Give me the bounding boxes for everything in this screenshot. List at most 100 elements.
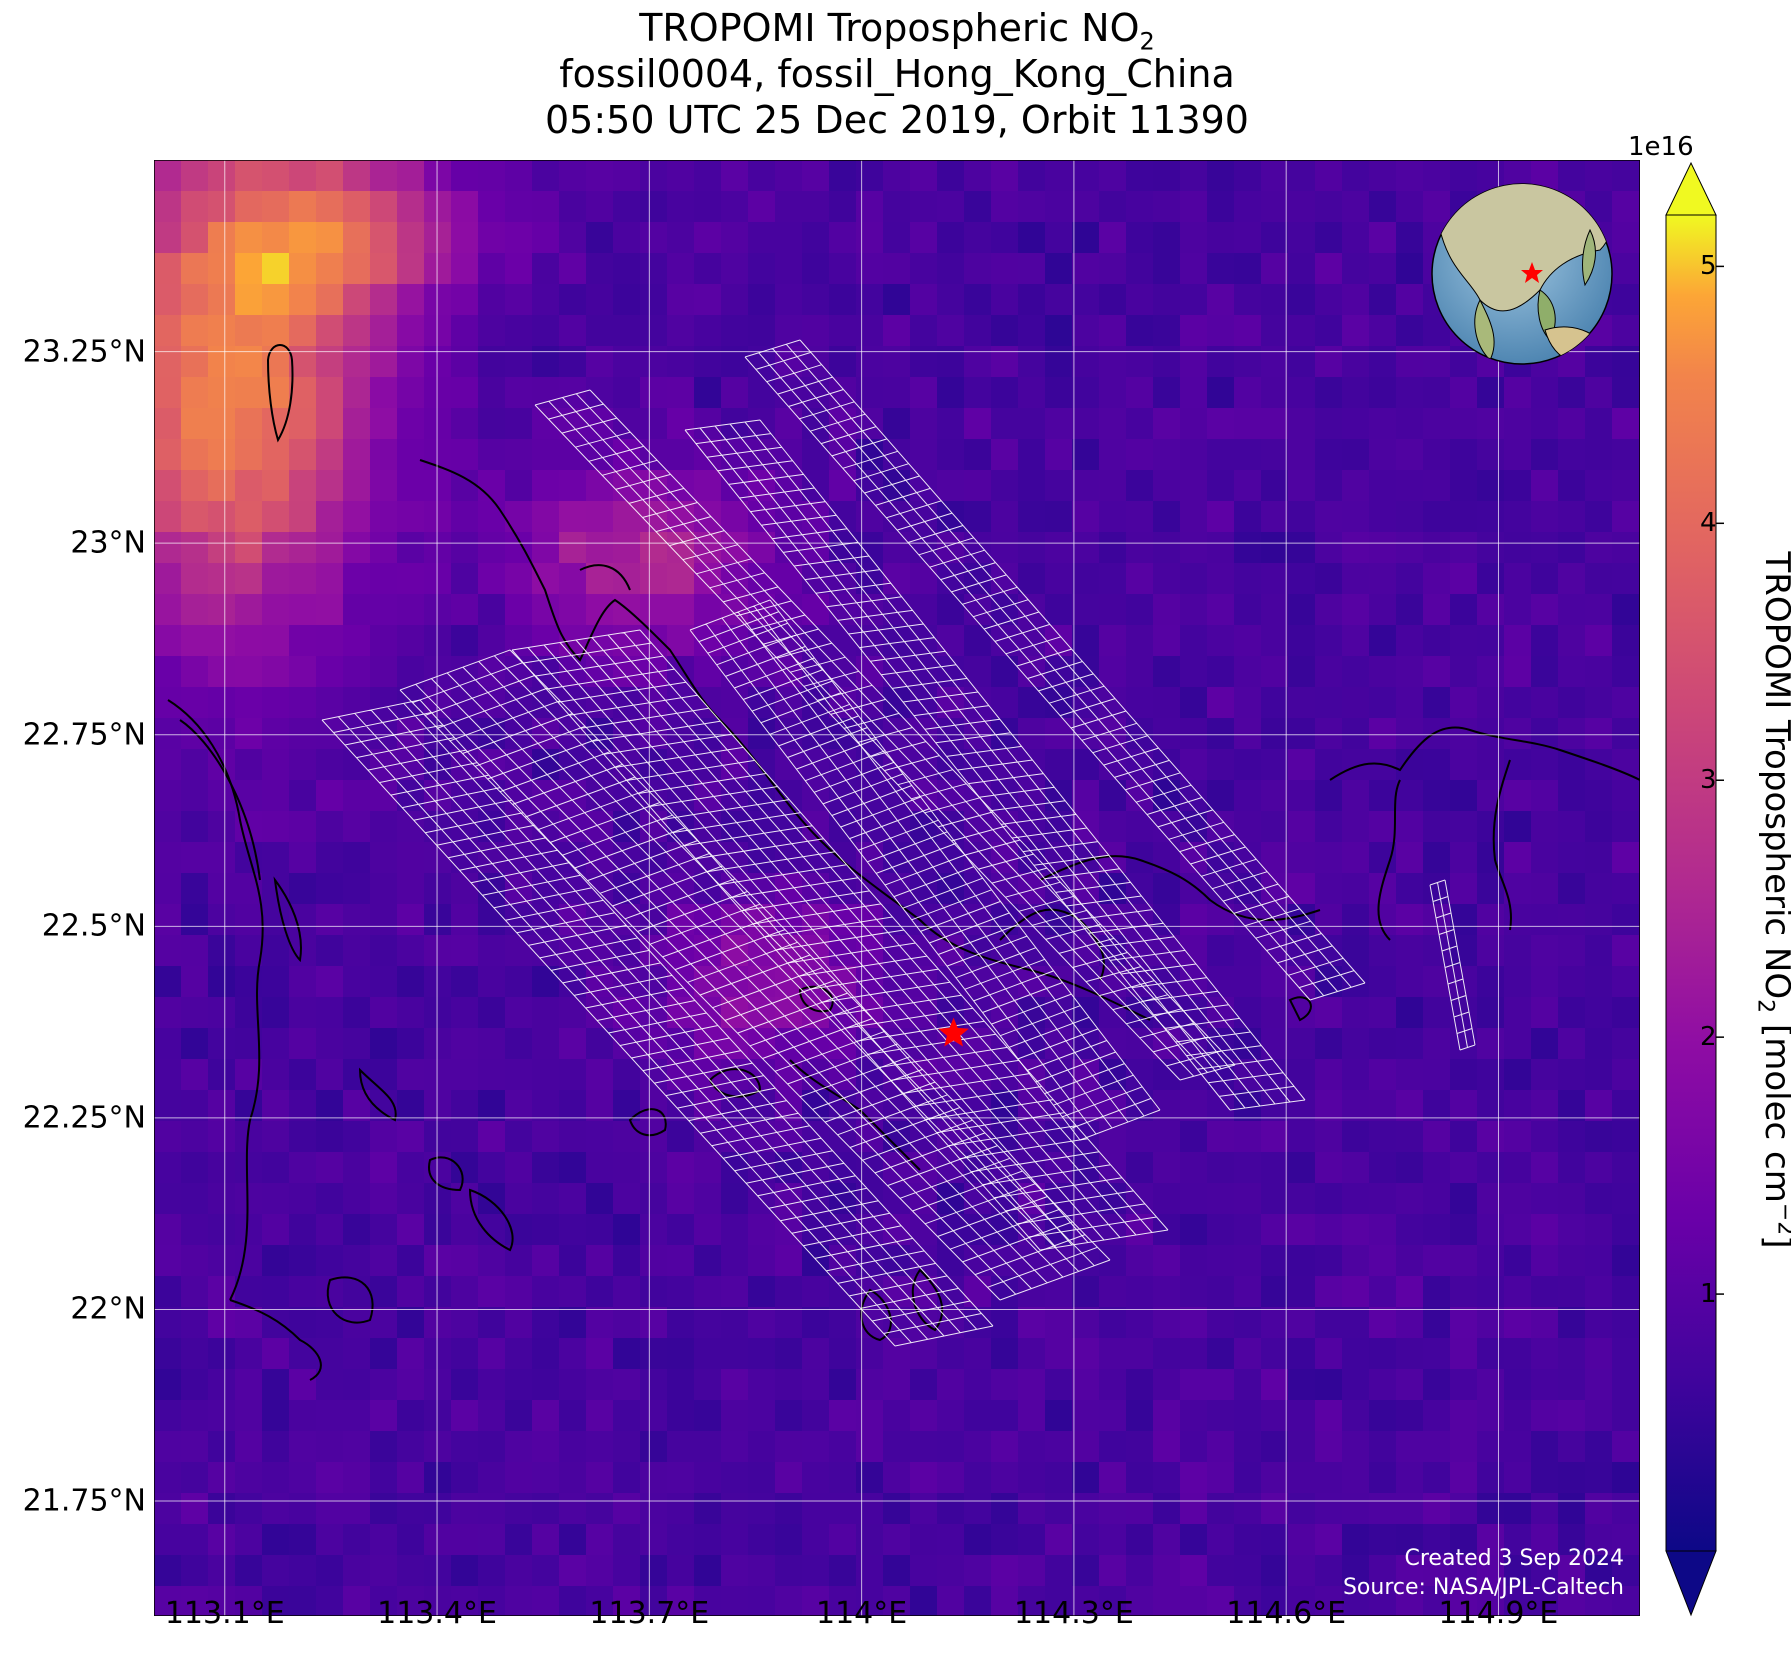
no2-pixel	[478, 253, 506, 285]
no2-pixel	[532, 1307, 560, 1339]
no2-pixel	[1045, 1493, 1073, 1525]
no2-pixel	[1207, 439, 1235, 471]
no2-pixel	[154, 811, 182, 843]
no2-pixel	[964, 1586, 992, 1616]
no2-pixel	[1072, 625, 1100, 657]
no2-pixel	[1261, 1028, 1289, 1060]
no2-pixel	[1207, 1214, 1235, 1246]
no2-pixel	[1558, 1369, 1586, 1401]
no2-pixel	[289, 284, 317, 316]
no2-pixel	[667, 1586, 695, 1616]
no2-pixel	[721, 1338, 749, 1370]
no2-pixel	[1396, 656, 1424, 688]
no2-pixel	[154, 1245, 182, 1277]
no2-pixel	[478, 966, 506, 998]
no2-pixel	[559, 1338, 587, 1370]
no2-pixel	[559, 1462, 587, 1494]
no2-pixel	[478, 1059, 506, 1091]
no2-pixel	[937, 1462, 965, 1494]
no2-pixel	[235, 904, 263, 936]
no2-pixel	[1504, 1059, 1532, 1091]
no2-pixel	[289, 1028, 317, 1060]
no2-pixel	[856, 532, 884, 564]
oco3-target-footprints	[321, 339, 1476, 1347]
no2-pixel	[343, 439, 371, 471]
no2-pixel	[856, 1462, 884, 1494]
no2-pixel	[613, 222, 641, 254]
no2-pixel	[1180, 625, 1208, 657]
no2-pixel	[505, 408, 533, 440]
no2-pixel	[937, 656, 965, 688]
no2-pixel	[586, 1431, 614, 1463]
no2-pixel	[1612, 811, 1640, 843]
no2-pixel	[532, 222, 560, 254]
no2-pixel	[1612, 873, 1640, 905]
no2-pixel	[559, 1586, 587, 1616]
no2-pixel	[667, 1431, 695, 1463]
no2-pixel	[478, 749, 506, 781]
no2-pixel	[1261, 1462, 1289, 1494]
no2-pixel	[1558, 1555, 1586, 1587]
no2-pixel	[1126, 439, 1154, 471]
no2-pixel	[1072, 222, 1100, 254]
no2-pixel	[208, 377, 236, 409]
no2-pixel	[397, 532, 425, 564]
no2-pixel	[1639, 1245, 1640, 1277]
no2-pixel	[640, 594, 668, 626]
no2-pixel	[748, 594, 776, 626]
no2-pixel	[532, 253, 560, 285]
no2-pixel	[1099, 1338, 1127, 1370]
no2-pixel	[1261, 1338, 1289, 1370]
no2-pixel	[613, 1152, 641, 1184]
no2-pixel	[1153, 1183, 1181, 1215]
no2-pixel	[1153, 687, 1181, 719]
no2-pixel	[559, 997, 587, 1029]
no2-pixel	[289, 1245, 317, 1277]
no2-pixel	[343, 1555, 371, 1587]
no2-pixel	[613, 470, 641, 502]
coastline-outlines	[167, 344, 1640, 1381]
no2-pixel	[154, 1090, 182, 1122]
no2-pixel	[397, 315, 425, 347]
no2-pixel	[1207, 1524, 1235, 1556]
no2-pixel	[451, 160, 479, 192]
no2-pixel	[694, 253, 722, 285]
no2-pixel	[667, 1524, 695, 1556]
no2-pixel	[964, 1431, 992, 1463]
no2-pixel	[316, 1183, 344, 1215]
no2-pixel	[1558, 1462, 1586, 1494]
no2-pixel	[1585, 1307, 1613, 1339]
no2-pixel	[478, 780, 506, 812]
no2-pixel	[1531, 1245, 1559, 1277]
no2-pixel	[1315, 1090, 1343, 1122]
no2-pixel	[397, 346, 425, 378]
no2-pixel	[289, 749, 317, 781]
no2-pixel	[1153, 1059, 1181, 1091]
no2-pixel	[667, 191, 695, 223]
no2-pixel	[829, 1586, 857, 1616]
no2-pixel	[1423, 1152, 1451, 1184]
no2-pixel	[370, 1121, 398, 1153]
no2-pixel	[1423, 160, 1451, 192]
no2-pixel	[1504, 718, 1532, 750]
no2-pixel	[1153, 1462, 1181, 1494]
no2-pixel	[1585, 935, 1613, 967]
no2-pixel	[262, 1121, 290, 1153]
no2-pixel	[1450, 780, 1478, 812]
no2-pixel	[262, 966, 290, 998]
no2-pixel	[370, 1307, 398, 1339]
no2-pixel	[181, 780, 209, 812]
no2-pixel	[883, 1524, 911, 1556]
no2-pixel	[721, 687, 749, 719]
no2-pixel	[208, 935, 236, 967]
no2-pixel	[1369, 1462, 1397, 1494]
no2-pixel	[640, 408, 668, 440]
no2-pixel	[1369, 1524, 1397, 1556]
no2-pixel	[262, 1493, 290, 1525]
no2-pixel	[1207, 811, 1235, 843]
no2-pixel	[694, 1214, 722, 1246]
no2-pixel	[505, 1400, 533, 1432]
no2-pixel	[1180, 470, 1208, 502]
no2-pixel	[1396, 470, 1424, 502]
no2-pixel	[1099, 315, 1127, 347]
